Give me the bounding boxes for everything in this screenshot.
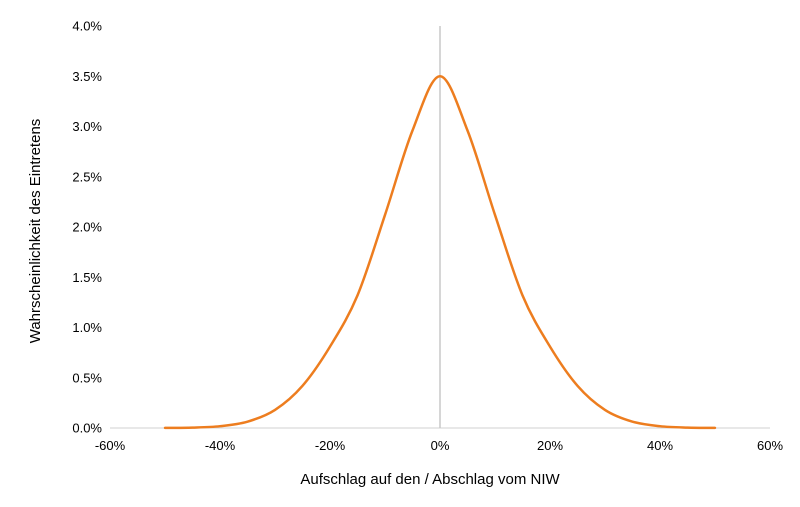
x-axis-title: Aufschlag auf den / Abschlag vom NIW bbox=[300, 471, 560, 488]
y-tick-label: 1.0% bbox=[72, 320, 102, 335]
x-tick-label: 40% bbox=[647, 438, 673, 453]
y-tick-label: 0.5% bbox=[72, 370, 102, 385]
y-tick-label: 0.0% bbox=[72, 421, 102, 436]
x-tick-label: -20% bbox=[315, 438, 346, 453]
y-axis-ticks: 0.0% 0.5% 1.0% 1.5% 2.0% 2.5% 3.0% 3.5% 4.0% bbox=[72, 19, 102, 436]
x-tick-label: 60% bbox=[757, 438, 783, 453]
y-tick-label: 4.0% bbox=[72, 19, 102, 34]
y-tick-label: 3.5% bbox=[72, 69, 102, 84]
x-tick-label: 20% bbox=[537, 438, 563, 453]
y-axis-title: Wahrscheinlichkeit des Eintretens bbox=[27, 119, 44, 344]
x-tick-label: 0% bbox=[431, 438, 450, 453]
y-tick-label: 2.5% bbox=[72, 169, 102, 184]
y-tick-label: 2.0% bbox=[72, 220, 102, 235]
series-line bbox=[163, 75, 717, 430]
x-tick-label: -60% bbox=[95, 438, 126, 453]
x-tick-label: -40% bbox=[205, 438, 236, 453]
y-tick-label: 1.5% bbox=[72, 270, 102, 285]
y-tick-label: 3.0% bbox=[72, 119, 102, 134]
x-axis-ticks: -60% -40% -20% 0% 20% 40% 60% bbox=[95, 438, 784, 453]
